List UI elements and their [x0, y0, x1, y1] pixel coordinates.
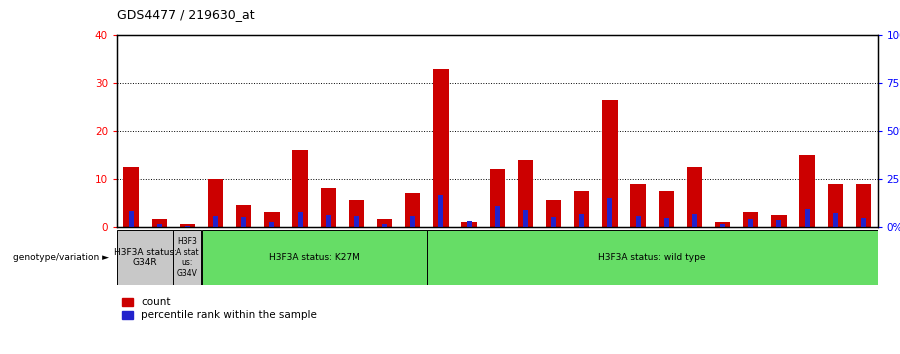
Bar: [236, 205, 251, 227]
Bar: [827, 183, 843, 227]
Bar: [659, 191, 674, 227]
Bar: [265, 212, 280, 227]
Bar: [377, 219, 392, 227]
Bar: [580, 214, 584, 227]
Bar: [180, 224, 195, 227]
Bar: [438, 195, 444, 227]
Bar: [832, 213, 838, 227]
Bar: [574, 191, 590, 227]
Bar: [635, 216, 641, 227]
Bar: [427, 230, 878, 285]
Text: H3F3A status: K27M: H3F3A status: K27M: [269, 253, 360, 262]
Bar: [466, 221, 472, 227]
Bar: [326, 215, 331, 227]
Bar: [462, 222, 477, 227]
Bar: [117, 230, 174, 285]
Bar: [715, 222, 730, 227]
Bar: [748, 219, 753, 227]
Bar: [354, 216, 359, 227]
Bar: [602, 100, 617, 227]
Bar: [720, 224, 725, 227]
Bar: [129, 211, 133, 227]
Bar: [805, 209, 810, 227]
Bar: [157, 224, 162, 227]
Bar: [405, 193, 420, 227]
Bar: [551, 217, 556, 227]
Text: GDS4477 / 219630_at: GDS4477 / 219630_at: [117, 8, 255, 21]
Bar: [410, 216, 415, 227]
Bar: [856, 183, 871, 227]
Bar: [495, 206, 500, 227]
Bar: [348, 200, 364, 227]
Text: H3F3A status: wild type: H3F3A status: wild type: [598, 253, 706, 262]
Text: H3F3A status:
G34R: H3F3A status: G34R: [113, 248, 176, 267]
Bar: [202, 230, 427, 285]
Bar: [174, 230, 202, 285]
Bar: [241, 217, 247, 227]
Bar: [523, 210, 528, 227]
Text: H3F3
A stat
us:
G34V: H3F3 A stat us: G34V: [176, 238, 199, 278]
Bar: [433, 69, 449, 227]
Bar: [269, 222, 274, 227]
Bar: [692, 214, 697, 227]
Bar: [687, 167, 702, 227]
Bar: [518, 160, 533, 227]
Bar: [777, 220, 781, 227]
Bar: [382, 224, 387, 227]
Bar: [208, 179, 223, 227]
Bar: [151, 219, 167, 227]
Text: genotype/variation ►: genotype/variation ►: [13, 253, 109, 262]
Bar: [298, 212, 302, 227]
Legend: count, percentile rank within the sample: count, percentile rank within the sample: [122, 297, 317, 320]
Bar: [320, 188, 336, 227]
Bar: [608, 198, 613, 227]
Bar: [663, 218, 669, 227]
Bar: [184, 225, 190, 227]
Bar: [545, 200, 562, 227]
Bar: [123, 167, 139, 227]
Bar: [861, 218, 866, 227]
Bar: [771, 215, 787, 227]
Bar: [743, 212, 759, 227]
Bar: [292, 150, 308, 227]
Bar: [490, 169, 505, 227]
Bar: [213, 216, 218, 227]
Bar: [630, 183, 646, 227]
Bar: [799, 155, 815, 227]
